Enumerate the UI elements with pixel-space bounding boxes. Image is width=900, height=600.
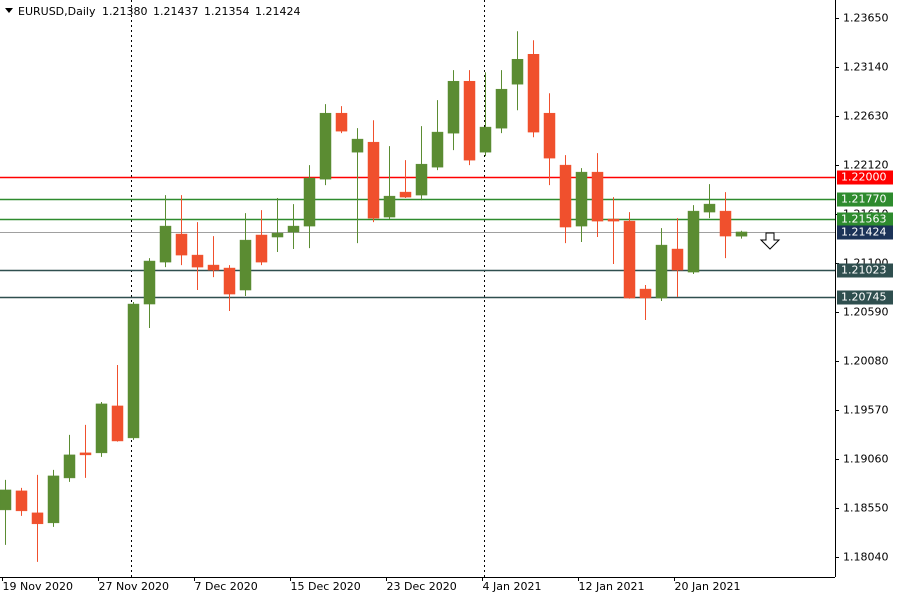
candle-body [303,177,316,227]
y-tick-label: 1.18040 [843,551,889,564]
symbol-menu-triangle [5,8,13,13]
ohlc-header: 1.21380 1.21437 1.21354 1.21424 [102,5,301,18]
x-tick-label: 7 Dec 2020 [195,580,258,593]
candle-body [415,163,428,196]
candle-body [255,234,268,263]
candle-body [607,218,620,222]
candle-body [79,452,92,456]
level-label-box [837,225,893,240]
time-axis: 19 Nov 2020 27 Nov 2020 7 Dec 2020 15 Dec 2… [2,577,741,593]
candle-body [319,112,332,180]
candle-body [127,303,140,439]
candle-body [0,489,12,511]
y-tick-label: 1.22630 [843,110,889,123]
candle-body [63,454,76,479]
level-label-box [837,192,893,207]
candle-body [351,138,364,153]
candle-body [47,475,60,524]
candle-body [335,112,348,132]
candle-body [447,80,460,134]
level-label-box [837,263,893,278]
candle-body [15,490,28,512]
level-label: 1.21770 [841,193,887,206]
candle-body [207,264,220,271]
candle-body [159,225,172,263]
y-tick-label: 1.19570 [843,404,889,417]
candle-body [399,191,412,198]
chart-title: EURUSD,Daily [18,5,96,18]
candle-body [591,171,604,222]
ohlc-value: 1.21354 [204,5,250,18]
candle-body [239,239,252,291]
candle-body [655,244,668,299]
y-tick-label: 1.18550 [843,502,889,515]
candle-body [623,220,636,299]
candle-body [543,112,556,159]
y-tick-label: 1.20080 [843,355,889,368]
candle-body [175,233,188,256]
candle-body [511,58,524,85]
x-tick-label: 12 Jan 2021 [579,580,645,593]
x-tick-label: 23 Dec 2020 [387,580,457,593]
level-label-box [837,170,893,185]
candle-body [687,210,700,273]
x-tick-label: 20 Jan 2021 [675,580,741,593]
level-label: 1.20745 [841,291,887,304]
level-lines [0,176,835,299]
level-label: 1.22000 [841,171,887,184]
candle-body [671,248,684,271]
candle-body [431,131,444,168]
level-label-box [837,290,893,305]
candle-body [703,203,716,213]
x-tick-label: 4 Jan 2021 [483,580,542,593]
x-tick-label: 27 Nov 2020 [99,580,169,593]
candle-body [383,195,396,218]
candle-body [735,231,748,237]
candle-body [191,254,204,268]
candle-body [559,164,572,228]
ohlc-value: 1.21437 [153,5,199,18]
x-tick-label: 15 Dec 2020 [291,580,361,593]
y-tick-label: 1.19060 [843,453,889,466]
candle-body [95,403,108,454]
level-label: 1.21023 [841,264,887,277]
candle-body [527,53,540,133]
candles [0,31,748,562]
candle-body [495,88,508,129]
candle-body [367,141,380,219]
y-tick-label: 1.23140 [843,61,889,74]
candle-body [271,232,284,238]
candle-body [31,512,44,525]
y-tick-label: 1.22120 [843,159,889,172]
candle-body [719,210,732,237]
candle-body [479,126,492,153]
x-tick-label: 19 Nov 2020 [3,580,73,593]
candle-body [575,171,588,227]
level-label: 1.21563 [841,213,887,226]
candle-body [463,80,476,161]
ohlc-value: 1.21380 [102,5,148,18]
candle-body [639,288,652,299]
candle-body [287,225,300,233]
candle-body [223,267,236,295]
y-tick-label: 1.20590 [843,306,889,319]
level-label: 1.21424 [841,226,887,239]
y-tick-label: 1.23650 [843,12,889,25]
level-label-box [837,212,893,227]
candle-body [143,260,156,305]
ohlc-value: 1.21424 [255,5,301,18]
down-arrow-icon [759,232,781,250]
candle-body [111,405,124,442]
